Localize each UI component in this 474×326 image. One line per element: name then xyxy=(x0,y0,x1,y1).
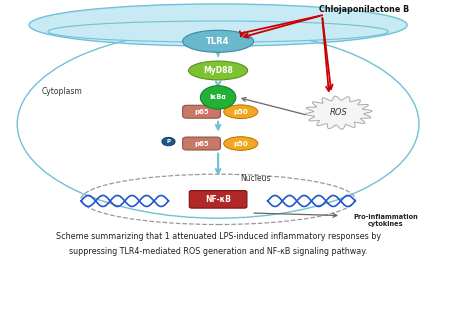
Text: NF-κB: NF-κB xyxy=(205,195,231,204)
FancyBboxPatch shape xyxy=(182,105,220,118)
Ellipse shape xyxy=(189,61,247,80)
Text: p50: p50 xyxy=(233,141,248,146)
Text: suppressing TLR4-mediated ROS generation and NF-κB signaling pathway.: suppressing TLR4-mediated ROS generation… xyxy=(69,247,367,256)
Text: Chlojaponilactone B: Chlojaponilactone B xyxy=(319,5,410,14)
Text: MyD88: MyD88 xyxy=(203,66,233,75)
Text: Pro-inflammation
cytokines: Pro-inflammation cytokines xyxy=(354,214,418,227)
Text: ROS: ROS xyxy=(330,108,347,117)
Polygon shape xyxy=(305,96,372,129)
Text: TLR4: TLR4 xyxy=(206,37,230,46)
Text: p50: p50 xyxy=(233,109,248,115)
Ellipse shape xyxy=(201,86,236,109)
Ellipse shape xyxy=(182,30,254,52)
Ellipse shape xyxy=(29,4,407,46)
Text: Scheme summarizing that 1 attenuated LPS-induced inflammatory responses by: Scheme summarizing that 1 attenuated LPS… xyxy=(55,231,381,241)
Ellipse shape xyxy=(162,137,175,146)
Text: Cytoplasm: Cytoplasm xyxy=(42,87,82,96)
Text: IκBα: IκBα xyxy=(210,95,227,100)
FancyBboxPatch shape xyxy=(189,191,247,208)
Ellipse shape xyxy=(48,21,388,42)
Text: Nucleus: Nucleus xyxy=(241,174,271,183)
Text: p65: p65 xyxy=(194,141,209,146)
Text: P: P xyxy=(166,139,171,144)
Text: p65: p65 xyxy=(194,109,209,115)
FancyBboxPatch shape xyxy=(182,137,220,150)
Ellipse shape xyxy=(224,105,258,119)
Ellipse shape xyxy=(224,137,258,150)
